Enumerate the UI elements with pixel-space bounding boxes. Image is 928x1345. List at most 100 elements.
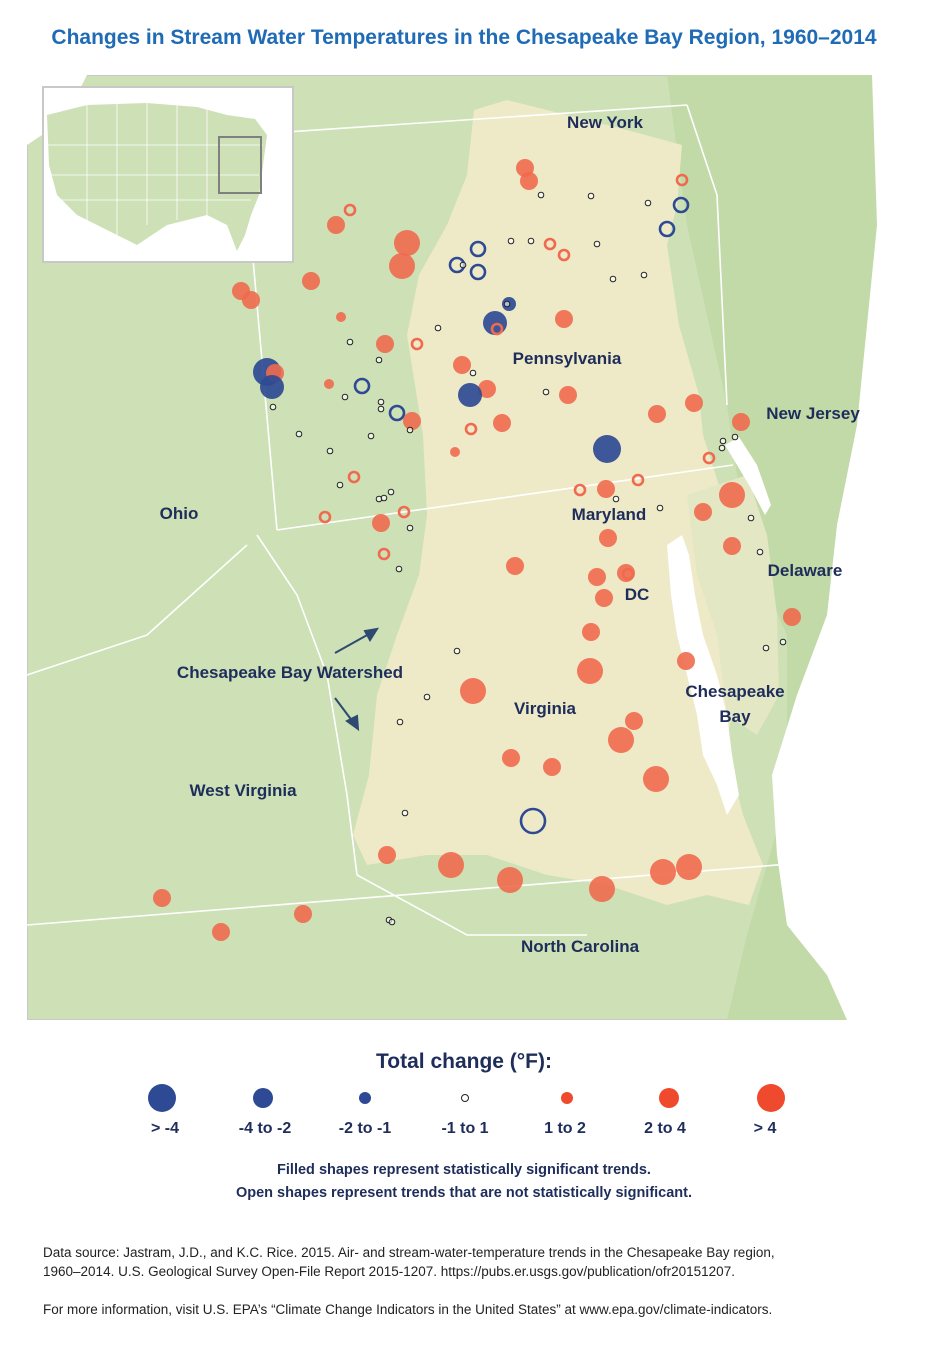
station-marker-45 (377, 405, 385, 413)
label-bay: Bay (719, 707, 751, 726)
label-chesapeake: Chesapeake (685, 682, 784, 701)
legend-label: -4 to -2 (238, 1120, 292, 1137)
station-marker-101 (453, 647, 461, 655)
station-marker-116 (589, 876, 615, 902)
legend-symbol-cool-gt4 (148, 1084, 176, 1112)
station-marker-20 (593, 240, 601, 248)
station-marker-32 (483, 311, 507, 335)
inset-locator-box (218, 136, 262, 194)
label-north-carolina: North Carolina (521, 937, 640, 956)
station-marker-44 (377, 398, 385, 406)
legend-item-warm-gt4: > 4 (715, 1080, 815, 1150)
station-marker-35 (434, 324, 442, 332)
legend-symbol-warm-2-4 (659, 1088, 679, 1108)
label-delaware: Delaware (768, 561, 843, 580)
legend-symbol-cool-4-2 (253, 1088, 273, 1108)
station-marker-107 (608, 727, 634, 753)
station-marker-18 (543, 237, 557, 251)
station-marker-109 (543, 758, 561, 776)
station-marker-119 (153, 889, 171, 907)
station-marker-10 (389, 253, 415, 279)
station-marker-41 (324, 379, 334, 389)
delmarva-region (687, 475, 779, 735)
station-marker-81 (631, 473, 645, 487)
station-marker-95 (595, 589, 613, 607)
legend-symbol-warm-1-2 (561, 1092, 573, 1104)
legend-item-cool-gt4: > -4 (115, 1080, 215, 1150)
station-marker-50 (326, 447, 334, 455)
station-marker-75 (318, 510, 332, 524)
station-marker-110 (643, 766, 669, 792)
station-marker-67 (718, 444, 726, 452)
station-marker-94 (621, 567, 635, 581)
inset-us-map (42, 86, 294, 263)
legend-label: -1 to 1 (441, 1120, 489, 1137)
label-new-jersey: New Jersey (766, 404, 860, 423)
delaware-bay-water (725, 437, 771, 515)
label-pennsylvania: Pennsylvania (513, 349, 622, 368)
station-marker-33 (490, 322, 504, 336)
station-marker-120 (212, 923, 230, 941)
station-marker-92 (588, 568, 606, 586)
station-marker-89 (723, 537, 741, 555)
note-filled: Filled shapes represent statistically si… (277, 1162, 651, 1178)
map-title: Changes in Stream Water Temperatures in … (51, 26, 877, 49)
map-panel: New York Pennsylvania New Jersey Ohio Ma… (27, 75, 902, 1020)
label-west-virginia: West Virginia (189, 781, 297, 800)
legend-item-neutral: -1 to 1 (415, 1080, 515, 1150)
station-marker-15 (459, 261, 467, 269)
station-marker-57 (559, 386, 577, 404)
station-marker-19 (557, 248, 571, 262)
legend-label: > 4 (753, 1120, 777, 1137)
station-marker-123 (388, 918, 396, 926)
station-marker-24 (242, 291, 260, 309)
station-marker-68 (702, 451, 716, 465)
station-marker-8 (343, 203, 357, 217)
state-borders (27, 104, 902, 936)
legend-item-cool-4-2: -4 to -2 (215, 1080, 315, 1150)
legend-item-cool-2-1: -2 to -1 (315, 1080, 415, 1150)
station-marker-52 (453, 356, 471, 374)
station-marker-55 (458, 383, 482, 407)
station-marker-4 (675, 173, 689, 187)
station-marker-79 (597, 480, 615, 498)
station-marker-102 (577, 658, 603, 684)
station-marker-63 (593, 435, 621, 463)
station-marker-74 (397, 505, 411, 519)
station-marker-25 (302, 272, 320, 290)
station-marker-73 (387, 488, 395, 496)
label-ohio: Ohio (160, 504, 199, 523)
station-marker-21 (609, 275, 617, 283)
station-marker-1 (520, 172, 538, 190)
station-marker-100 (677, 652, 695, 670)
station-marker-34 (555, 310, 573, 328)
station-marker-76 (372, 514, 390, 532)
legend-item-warm-1-2: 1 to 2 (515, 1080, 615, 1150)
source-line-3: For more information, visit U.S. EPA’s “… (43, 1302, 773, 1317)
station-marker-29 (410, 337, 424, 351)
arrow-down-line (334, 697, 354, 723)
station-marker-91 (506, 557, 524, 575)
station-marker-46 (388, 404, 406, 422)
station-marker-62 (685, 394, 703, 412)
source-line-1: Data source: Jastram, J.D., and K.C. Ric… (43, 1245, 775, 1260)
arrow-up-line (334, 633, 370, 654)
station-marker-72 (380, 494, 388, 502)
station-markers (153, 159, 801, 941)
station-marker-42 (353, 377, 371, 395)
station-marker-78 (573, 483, 587, 497)
legend-symbol-neutral (461, 1094, 469, 1102)
legend-label: > -4 (150, 1120, 179, 1137)
station-marker-105 (396, 718, 404, 726)
station-marker-66 (731, 433, 739, 441)
station-marker-70 (336, 481, 344, 489)
arrow-up-head (363, 627, 380, 642)
arrow-down-head (345, 714, 360, 732)
station-marker-40 (375, 356, 383, 364)
label-dc: DC (625, 585, 650, 604)
station-marker-26 (336, 312, 346, 322)
station-marker-54 (478, 380, 496, 398)
station-marker-104 (423, 693, 431, 701)
station-marker-31 (503, 300, 511, 308)
station-marker-9 (327, 216, 345, 234)
